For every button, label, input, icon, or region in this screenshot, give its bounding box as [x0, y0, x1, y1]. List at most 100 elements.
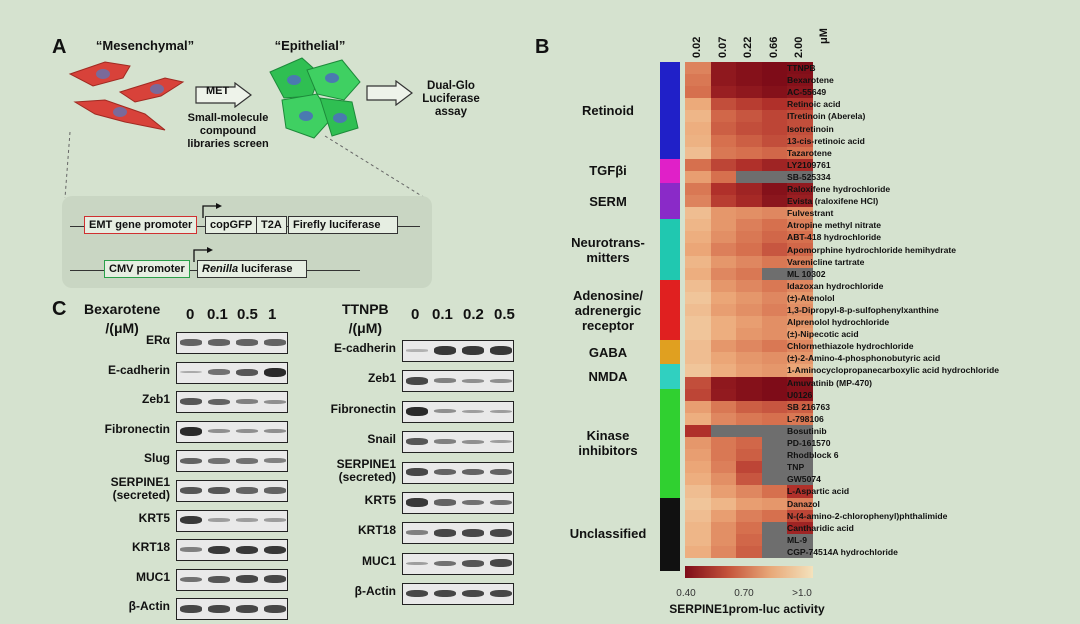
heatmap-cell	[736, 364, 763, 378]
heatmap-cell	[710, 473, 737, 486]
heatmap-cell	[685, 533, 712, 547]
left-blot-label: SERPINE1 (secreted)	[110, 475, 170, 502]
compound-label: Alprenolol hydrochloride	[787, 317, 890, 328]
right-blot-label: Snail	[367, 432, 396, 447]
compound-label: ML-9	[787, 534, 808, 545]
heatmap-cell	[710, 424, 737, 438]
right-blot-label: KRT5	[364, 493, 396, 507]
left-blot-strip	[176, 391, 288, 414]
heatmap-cell	[710, 170, 737, 184]
compound-label: GW5074	[787, 474, 821, 485]
heatmap-cell	[736, 461, 763, 474]
heatmap-cell	[736, 485, 763, 498]
heatmap-cell	[761, 62, 788, 75]
heatmap-cell	[710, 316, 737, 329]
right-band	[434, 409, 456, 414]
heatmap-cell	[736, 316, 763, 329]
left-band	[180, 426, 202, 436]
right-band	[490, 499, 512, 506]
left-band	[180, 487, 202, 494]
left-conc-label: 0	[186, 306, 195, 323]
group-label: Adenosine/ adrenergic receptor	[572, 287, 644, 333]
heatmap-cell	[736, 376, 763, 390]
right-band	[490, 529, 512, 537]
colorbar	[685, 566, 813, 578]
left-band	[236, 429, 258, 434]
compound-label: TNP	[787, 462, 805, 473]
heatmap-cell	[761, 195, 788, 208]
right-band	[462, 346, 484, 355]
compound-label: Fulvestrant	[787, 208, 834, 219]
heatmap-cell	[787, 219, 814, 232]
left-band	[208, 487, 230, 494]
heatmap-cell	[761, 158, 788, 172]
right-blot-label: MUC1	[361, 553, 396, 568]
dose-label: 0.07	[716, 36, 729, 58]
right-band	[462, 439, 484, 444]
heatmap-cell	[736, 231, 763, 244]
left-band	[180, 576, 202, 583]
left-band	[264, 487, 286, 494]
compound-label: Danazol	[787, 498, 820, 509]
heatmap-cell	[761, 255, 788, 269]
left-blot-strip	[176, 450, 288, 473]
left-blot-label: KRT18	[131, 540, 170, 555]
group-color-bar	[660, 158, 680, 184]
heatmap-cell	[710, 122, 737, 136]
right-band	[490, 589, 512, 598]
heatmap-cell	[685, 62, 712, 75]
heatmap-cell	[787, 400, 814, 414]
cmv-promoter-box: CMV promoter	[104, 260, 190, 278]
heatmap-cell	[761, 388, 788, 402]
left-blot-label: Slug	[144, 451, 170, 466]
compound-label: 1-Aminocyclopropanecarboxylic acid hydro…	[787, 365, 1000, 376]
heatmap-cell	[736, 158, 763, 172]
right-band	[434, 378, 456, 384]
right-band	[490, 439, 512, 444]
left-band	[208, 518, 230, 522]
left-band	[180, 370, 202, 374]
heatmap-cell	[685, 473, 712, 486]
heatmap-cell	[710, 412, 737, 426]
right-blot-strip	[402, 400, 514, 423]
copgfp-box: copGFP	[205, 216, 258, 234]
compound-label: Amuvatinib (MP-470)	[787, 377, 872, 388]
left-blot-strip	[176, 361, 288, 384]
compound-label: AC-55649	[787, 87, 827, 98]
group-label: Unclassified	[569, 526, 647, 542]
right-blot-strip	[402, 340, 514, 362]
heatmap-cell	[710, 158, 737, 172]
heatmap-cell	[685, 219, 712, 232]
left-band	[180, 605, 202, 613]
right-blot-label: KRT18	[357, 523, 396, 538]
right-blot-strip	[402, 431, 514, 454]
compound-label: Raloxifene hydrochloride	[787, 184, 891, 195]
dose-label: 0.02	[691, 36, 703, 58]
heatmap-cell	[710, 291, 737, 305]
met-label: MET	[206, 85, 230, 97]
left-band	[264, 458, 286, 464]
heatmap-cell	[787, 437, 814, 450]
right-band	[462, 529, 484, 537]
left-blot-label: β-Actin	[128, 599, 170, 614]
heatmap-cell	[787, 74, 814, 87]
heatmap-cell	[787, 291, 814, 305]
heatmap-cell	[761, 449, 788, 462]
group-color-bar	[660, 340, 680, 365]
heatmap-cell	[787, 412, 814, 426]
group-color-bar	[660, 497, 680, 571]
heatmap-cell	[710, 352, 737, 365]
right-band	[406, 498, 428, 507]
compound-label: Cantharidic acid	[787, 522, 854, 533]
group-label: Kinase inhibitors	[578, 428, 638, 459]
heatmap-cell	[736, 74, 763, 87]
heatmap-cell	[710, 388, 737, 402]
renilla-label: Renilla	[202, 263, 239, 275]
heatmap-cell	[685, 328, 712, 341]
compound-label: Chlormethiazole hydrochloride	[787, 341, 914, 352]
compound-label: Idazoxan hydrochloride	[787, 280, 884, 291]
heatmap-cell	[685, 400, 712, 414]
heatmap-cell	[685, 376, 712, 390]
right-band	[406, 561, 428, 565]
heatmap-cell	[787, 98, 814, 111]
